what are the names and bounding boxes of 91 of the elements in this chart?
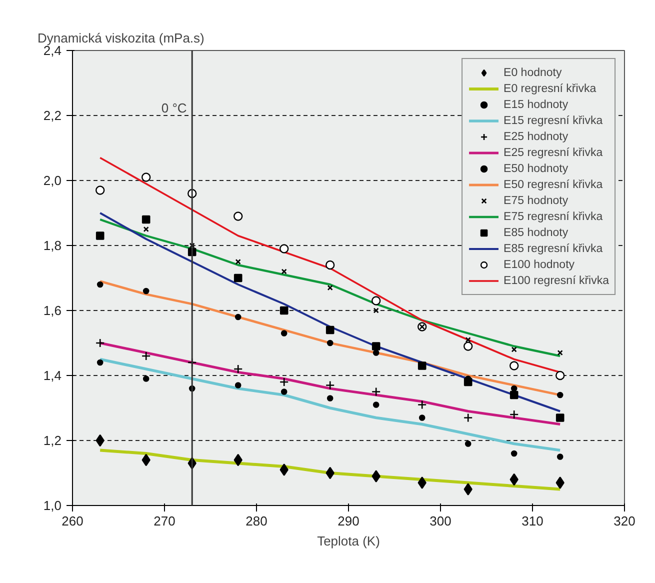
- point: [418, 476, 426, 489]
- line-series: [98, 342, 562, 426]
- point: [372, 296, 381, 306]
- point: [464, 342, 473, 351]
- point: [372, 350, 380, 356]
- y-tick-label: 1,0: [43, 498, 62, 513]
- y-tick-label: 1,4: [43, 368, 62, 383]
- x-tick-label: 260: [62, 514, 84, 528]
- point: [142, 376, 150, 382]
- legend-label: E75 hodnoty: [504, 194, 568, 208]
- point: [189, 242, 195, 248]
- point: [143, 226, 149, 232]
- y-tick-label: 2,0: [43, 173, 62, 188]
- x-tick-label: 320: [614, 514, 636, 528]
- point: [556, 392, 564, 398]
- point: [371, 387, 381, 396]
- point: [510, 390, 518, 400]
- point: [280, 306, 288, 315]
- point: [235, 258, 241, 265]
- point: [234, 212, 243, 221]
- point: [234, 314, 242, 320]
- point: [327, 284, 333, 291]
- point: [96, 232, 104, 240]
- legend-label: E15 regresní křivka: [504, 114, 603, 128]
- point: [326, 395, 334, 402]
- point: [325, 380, 335, 390]
- point: [96, 359, 104, 366]
- point: [279, 377, 289, 387]
- x-tick-label: 300: [430, 514, 452, 528]
- point: [511, 346, 517, 352]
- legend-label: E100 regresní křivka: [504, 274, 609, 288]
- x-tick-label: 270: [154, 514, 176, 528]
- point: [418, 362, 426, 370]
- legend-label: E25 regresní křivka: [504, 146, 603, 160]
- point: [96, 281, 104, 288]
- x-axis-title: Teplota (K): [317, 534, 380, 548]
- point: [281, 268, 287, 274]
- point: [234, 382, 242, 388]
- point: [142, 288, 150, 294]
- legend-label: E50 regresní křivka: [504, 178, 603, 192]
- point: [373, 308, 379, 314]
- legend-label: E75 regresní křivka: [504, 210, 603, 224]
- point: [556, 414, 564, 422]
- point: [464, 440, 472, 447]
- point: [280, 464, 288, 476]
- y-tick-label: 1,2: [43, 433, 62, 448]
- point: [142, 172, 151, 182]
- point: [556, 454, 564, 460]
- legend-label: E50 hodnoty: [504, 162, 568, 176]
- point: [372, 470, 380, 482]
- point: [280, 244, 289, 254]
- point: [372, 402, 380, 408]
- point: [234, 274, 242, 282]
- point: [556, 370, 565, 380]
- point: [510, 361, 519, 370]
- y-tick-label: 1,8: [43, 238, 62, 253]
- point: [326, 326, 334, 334]
- y-axis-title: Dynamická viskozita (mPa.s): [38, 30, 204, 46]
- point: [280, 330, 288, 336]
- point: [464, 483, 472, 496]
- point: [372, 342, 380, 350]
- point: [326, 260, 335, 270]
- ref-line-label: 0 °C: [161, 100, 187, 116]
- point: [509, 410, 519, 420]
- point: [556, 476, 564, 489]
- point: [280, 388, 288, 395]
- point: [95, 338, 105, 348]
- x-tick-label: 290: [338, 514, 360, 528]
- legend-label: E0 regresní křivka: [504, 82, 596, 96]
- legend-label: E85 regresní křivka: [504, 242, 603, 256]
- point: [465, 336, 471, 343]
- point: [417, 400, 427, 410]
- point: [326, 340, 334, 346]
- point: [510, 450, 518, 457]
- point: [142, 215, 150, 224]
- legend-label: E25 hodnoty: [504, 130, 568, 144]
- legend-label: E85 hodnoty: [504, 226, 568, 240]
- y-tick-label: 1,6: [43, 303, 62, 318]
- point: [418, 414, 426, 421]
- legend-label: E100 hodnoty: [504, 258, 575, 272]
- point: [141, 351, 151, 361]
- legend-label: E0 hodnoty: [504, 66, 562, 80]
- point: [96, 186, 105, 195]
- x-tick-label: 310: [522, 514, 544, 528]
- point: [557, 350, 563, 356]
- point: [233, 364, 243, 374]
- y-tick-label: 2,2: [43, 108, 62, 123]
- x-tick-label: 280: [246, 514, 268, 528]
- point: [463, 413, 473, 422]
- point: [510, 385, 518, 392]
- legend-label: E15 hodnoty: [504, 98, 568, 112]
